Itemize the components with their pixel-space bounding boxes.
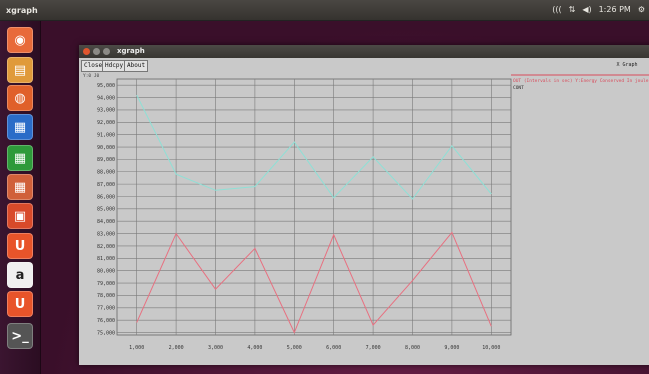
ubuntu-one-2-icon[interactable]: U xyxy=(7,291,33,317)
legend-entry: CONT xyxy=(513,85,524,91)
y-tick-label: 91,000 xyxy=(97,132,115,138)
y-tick-label: 95,000 xyxy=(97,83,115,89)
y-tick-label: 85,000 xyxy=(97,207,115,213)
y-tick-label: 77,000 xyxy=(97,306,115,312)
y-tick-label: 78,000 xyxy=(97,293,115,299)
window-maximize-icon[interactable] xyxy=(103,48,110,55)
network-icon[interactable]: ((( xyxy=(552,5,562,14)
dash-icon[interactable]: ◉ xyxy=(7,27,33,53)
about-button[interactable]: About xyxy=(124,60,149,72)
window-titlebar[interactable]: xgraph xyxy=(79,45,649,58)
clock[interactable]: 1:26 PM xyxy=(598,5,631,14)
x-tick-label: 3,000 xyxy=(208,345,223,351)
transfer-icon[interactable]: ⇅ xyxy=(568,5,576,14)
x-tick-label: 5,000 xyxy=(287,345,302,351)
y-tick-label: 79,000 xyxy=(97,281,115,287)
cont-series-line xyxy=(136,94,492,200)
x-tick-label: 6,000 xyxy=(326,345,341,351)
writer-icon[interactable]: ▦ xyxy=(7,114,33,140)
top-panel: xgraph ((( ⇅ ◀) 1:26 PM ⚙ xyxy=(0,0,649,21)
volume-icon[interactable]: ◀) xyxy=(582,5,592,14)
y-tick-label: 93,000 xyxy=(97,108,115,114)
x-tick-label: 4,000 xyxy=(247,345,262,351)
y-tick-label: 82,000 xyxy=(97,244,115,250)
out-series-line xyxy=(136,231,492,334)
x-tick-label: 2,000 xyxy=(169,345,184,351)
plot-title: X Graph xyxy=(616,62,637,68)
x-tick-label: 8,000 xyxy=(405,345,420,351)
y-tick-label: 83,000 xyxy=(97,231,115,237)
y-tick-label: 80,000 xyxy=(97,268,115,274)
y-tick-label: 86,000 xyxy=(97,194,115,200)
calc-icon[interactable]: ▦ xyxy=(7,145,33,171)
xgraph-window: xgraph Close Hdcpy About 75,000 76,000 77,… xyxy=(79,45,649,365)
x-tick-label: 1,000 xyxy=(129,345,144,351)
terminal-icon[interactable]: >_ xyxy=(7,323,33,349)
x-tick-label: 9,000 xyxy=(444,345,459,351)
y-tick-label: 76,000 xyxy=(97,318,115,324)
y-tick-label: 87,000 xyxy=(97,182,115,188)
plot-area xyxy=(116,78,512,336)
ubuntu-one-icon[interactable]: U xyxy=(7,233,33,259)
y-tick-label: 81,000 xyxy=(97,256,115,262)
y-tick-label: 94,000 xyxy=(97,95,115,101)
software-center-icon[interactable]: ▣ xyxy=(7,203,33,229)
y-tick-label: 88,000 xyxy=(97,170,115,176)
files-icon[interactable]: ▤ xyxy=(7,57,33,83)
y-tick-label: 89,000 xyxy=(97,157,115,163)
y-tick-label: 92,000 xyxy=(97,120,115,126)
desktop: xgraph Close Hdcpy About 75,000 76,000 77,… xyxy=(41,21,649,374)
y-tick-label: 90,000 xyxy=(97,145,115,151)
system-tray: ((( ⇅ ◀) 1:26 PM ⚙ xyxy=(552,5,645,14)
window-minimize-icon[interactable] xyxy=(93,48,100,55)
firefox-icon[interactable]: ◍ xyxy=(7,85,33,111)
window-close-icon[interactable] xyxy=(83,48,90,55)
amazon-icon[interactable]: a xyxy=(7,262,33,288)
active-app-name: xgraph xyxy=(6,6,38,15)
legend-entry: OUT (Intervals in sec) Y:Energy Conserve… xyxy=(513,78,649,84)
x-tick-label: 7,000 xyxy=(366,345,381,351)
settings-gear-icon[interactable]: ⚙ xyxy=(637,5,645,14)
graph-plot: 75,000 76,000 77,000 78,000 79,000 80,000 81,0… xyxy=(83,62,649,351)
y-tick-label: 84,000 xyxy=(97,219,115,225)
x-tick-label: 10,000 xyxy=(482,345,500,351)
y-tick-label: 75,000 xyxy=(97,330,115,336)
window-title: xgraph xyxy=(117,47,145,55)
impress-icon[interactable]: ▦ xyxy=(7,174,33,200)
scale-readout: Y:0 J0 xyxy=(83,73,100,79)
